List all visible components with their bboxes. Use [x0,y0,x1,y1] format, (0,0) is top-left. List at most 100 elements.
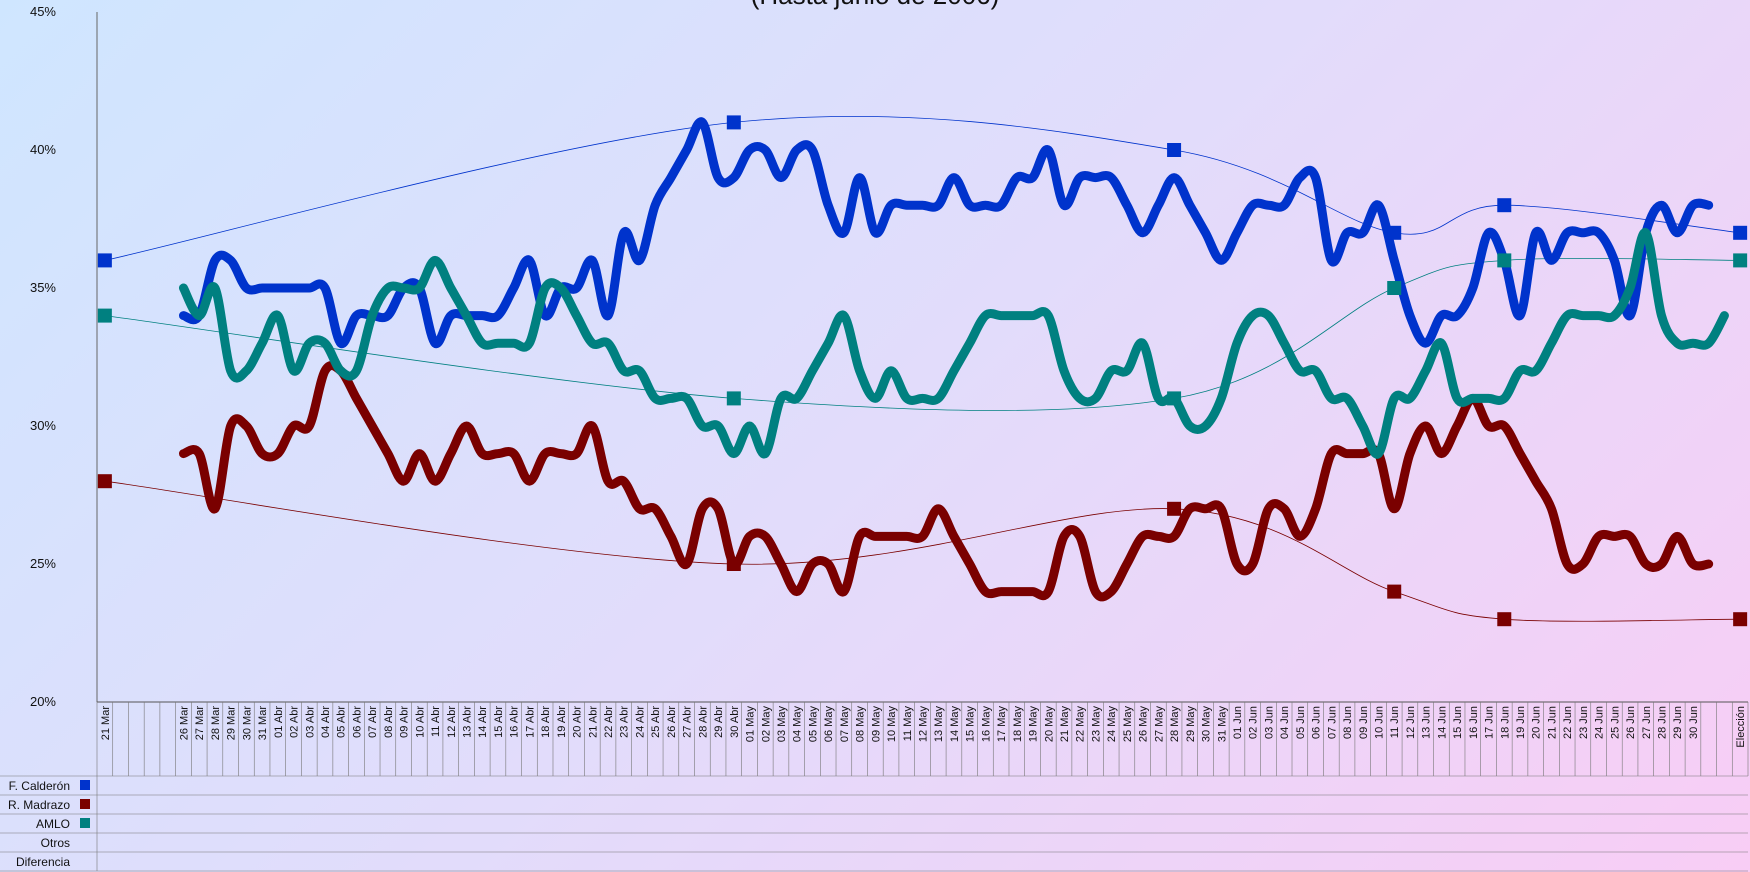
x-tick-label: 15 Jun [1452,706,1464,739]
x-tick-label: 08 Abr [383,706,395,738]
x-tick-label: 04 May [792,706,804,743]
x-tick-label: 15 Abr [493,706,505,738]
series-line [178,228,1729,459]
x-tick-label: 02 May [760,706,772,743]
x-tick-label: 24 Abr [634,706,646,738]
legend-swatch [80,799,90,809]
x-tick-label: 25 May [1122,706,1134,743]
legend-table: F. Calderón R. Madrazo AMLO Otros Diferencia [0,775,1748,872]
x-tick-label: 28 Mar [210,706,222,741]
x-tick-label: 14 Abr [477,706,489,738]
x-tick-label: 10 Abr [414,706,426,738]
x-tick-label: 06 Abr [351,706,363,738]
trend-line [104,480,1741,622]
x-tick-label: 10 Jun [1373,706,1385,739]
x-tick-label: 12 Abr [446,706,458,738]
y-tick-label: 35% [30,280,56,295]
x-tick-label: 25 Jun [1609,706,1621,739]
y-tick-label: 20% [30,694,56,709]
x-tick-label: 09 May [870,706,882,743]
x-tick-label: 04 Jun [1279,706,1291,739]
x-tick-label: 18 Jun [1499,706,1511,739]
x-tick-label: 02 Abr [289,706,301,738]
x-tick-label: 31 May [1216,706,1228,743]
y-tick-label: 25% [30,556,56,571]
x-tick-label: 29 Mar [226,706,238,741]
legend-label: AMLO [36,817,70,831]
x-tick-label: 24 May [1106,706,1118,743]
x-tick-label: 28 Abr [697,706,709,738]
trend-marker [97,474,112,489]
x-tick-label: 26 May [1138,706,1150,743]
x-tick-label: 05 Jun [1295,706,1307,739]
x-tick-label: 26 Mar [178,706,190,741]
x-tick-label: 09 Abr [399,706,411,738]
x-tick-label: 01 May [745,706,757,743]
x-tick-label: 04 Abr [320,706,332,738]
x-tick-label: 17 Jun [1484,706,1496,739]
x-tick-label: Elección [1735,706,1747,748]
trend-marker [726,391,741,406]
trend-marker [1167,501,1182,516]
trend-marker [1387,584,1402,599]
x-tick-label: 27 Jun [1641,706,1653,739]
x-tick-label: 22 Jun [1562,706,1574,739]
x-tick-label: 12 May [918,706,930,743]
trend-marker [1387,225,1402,240]
x-tick-label: 29 Abr [713,706,725,738]
x-tick-label: 03 May [776,706,788,743]
x-tick-label: 03 Abr [304,706,316,738]
x-tick-label: 21 May [1059,706,1071,743]
x-tick-label: 02 Jun [1248,706,1260,739]
x-tick-label: 30 May [1201,706,1213,743]
x-tick-label: 22 May [1075,706,1087,743]
x-tick-label: 09 Jun [1358,706,1370,739]
legend-swatch [80,780,90,790]
x-tick-label: 30 Mar [241,706,253,741]
trend-marker [1497,198,1512,213]
y-tick-label: 30% [30,418,56,433]
x-tick-label: 07 Jun [1326,706,1338,739]
x-tick-label: 23 Jun [1578,706,1590,739]
x-tick-label: 19 Jun [1515,706,1527,739]
x-tick-label: 20 Abr [572,706,584,738]
trend-marker [1733,225,1748,240]
x-tick-label: 16 Abr [509,706,521,738]
x-tick-label: 03 Jun [1263,706,1275,739]
x-tick-label: 26 Abr [666,706,678,738]
x-tick-label: 13 Abr [462,706,474,738]
x-tick-label: 14 Jun [1436,706,1448,739]
x-tick-label: 31 Mar [257,706,269,741]
x-tick-label: 12 Jun [1405,706,1417,739]
legend-label: Otros [41,836,70,850]
x-tick-label: 28 Jun [1657,706,1669,739]
x-tick-label: 18 May [1012,706,1024,743]
x-tick-label: 06 May [823,706,835,743]
x-tick-label: 25 Abr [650,706,662,738]
x-tick-label: 22 Abr [603,706,615,738]
x-tick-label: 10 May [886,706,898,743]
x-tick-label: 27 Abr [682,706,694,738]
x-tick-label: 01 Abr [273,706,285,738]
x-tick-label: 21 Mar [100,706,112,741]
trend-marker [1167,391,1182,406]
x-tick-label: 24 Jun [1594,706,1606,739]
legend-swatch [80,818,90,828]
x-tick-label: 20 May [1043,706,1055,743]
trend-marker [1387,281,1402,295]
series-line [178,361,1714,602]
legend-label: Diferencia [16,855,70,869]
chart-title: (Hasta junio de 2006) [751,0,1000,10]
y-tick-label: 40% [30,142,56,157]
x-axis: 21 Mar 26 Mar 27 Mar 28 Mar 29 Mar 30 Mar 31 M… [96,701,1749,776]
x-tick-label: 17 May [996,706,1008,743]
x-tick-label: 23 Abr [619,706,631,738]
trend-marker [1167,143,1182,157]
x-tick-label: 27 May [1153,706,1165,743]
x-tick-label: 19 Abr [556,706,568,738]
trend-markers [97,115,1748,627]
x-tick-label: 16 Jun [1468,706,1480,739]
x-tick-label: 19 May [1028,706,1040,743]
x-tick-label: 29 Jun [1672,706,1684,739]
